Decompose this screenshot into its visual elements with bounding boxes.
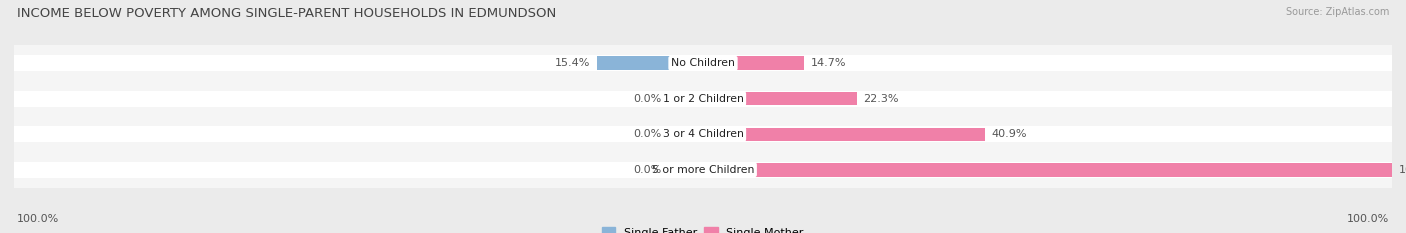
Bar xyxy=(14,55,1392,71)
Bar xyxy=(669,92,703,106)
Text: 5 or more Children: 5 or more Children xyxy=(652,165,754,175)
Bar xyxy=(14,127,1392,142)
Bar xyxy=(598,56,703,70)
Text: 40.9%: 40.9% xyxy=(991,129,1028,139)
Bar xyxy=(669,163,703,177)
Text: 100.0%: 100.0% xyxy=(1399,165,1406,175)
Bar xyxy=(703,92,856,106)
Text: 0.0%: 0.0% xyxy=(634,94,662,104)
Bar xyxy=(14,152,1392,188)
Text: 3 or 4 Children: 3 or 4 Children xyxy=(662,129,744,139)
Text: 0.0%: 0.0% xyxy=(634,165,662,175)
Legend: Single Father, Single Mother: Single Father, Single Mother xyxy=(602,227,804,233)
Text: No Children: No Children xyxy=(671,58,735,68)
Bar xyxy=(703,56,804,70)
Bar xyxy=(14,81,1392,116)
Text: 0.0%: 0.0% xyxy=(634,129,662,139)
Bar xyxy=(14,116,1392,152)
Text: 100.0%: 100.0% xyxy=(1347,214,1389,224)
Text: 22.3%: 22.3% xyxy=(863,94,898,104)
Text: 100.0%: 100.0% xyxy=(17,214,59,224)
Bar xyxy=(14,162,1392,178)
Bar xyxy=(14,91,1392,106)
Bar xyxy=(14,45,1392,81)
Text: 15.4%: 15.4% xyxy=(554,58,591,68)
Bar xyxy=(703,127,984,141)
Text: 1 or 2 Children: 1 or 2 Children xyxy=(662,94,744,104)
Text: Source: ZipAtlas.com: Source: ZipAtlas.com xyxy=(1285,7,1389,17)
Bar xyxy=(669,127,703,141)
Text: 14.7%: 14.7% xyxy=(811,58,846,68)
Text: INCOME BELOW POVERTY AMONG SINGLE-PARENT HOUSEHOLDS IN EDMUNDSON: INCOME BELOW POVERTY AMONG SINGLE-PARENT… xyxy=(17,7,557,20)
Bar xyxy=(703,163,1392,177)
